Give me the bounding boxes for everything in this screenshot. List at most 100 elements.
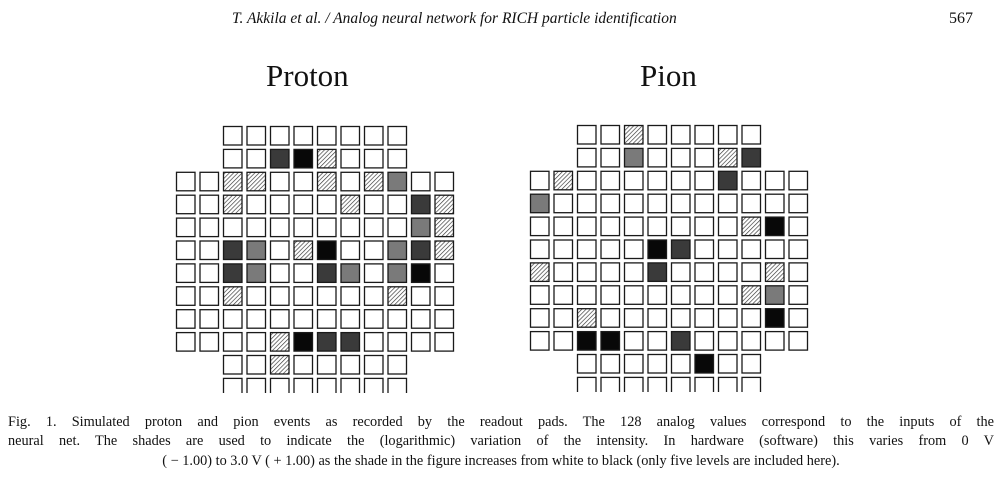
pad-cell-r8-c4-level-0 <box>623 308 644 328</box>
pad-cell-r6-c11-level-0 <box>434 263 455 284</box>
pad-cell-r9-c6-level-3 <box>316 331 337 352</box>
pad-cell-r7-c0-level-0 <box>529 285 550 305</box>
pad-cell-r9-c5-level-0 <box>647 330 668 351</box>
pad-cell-r4-c9-level-0 <box>387 217 408 238</box>
pad-cell-r3-c9-level-0 <box>741 193 762 214</box>
pad-cell-r11-c8-level-0 <box>717 376 738 392</box>
pad-cell-r2-c11-level-0 <box>434 171 455 192</box>
pad-cell-r4-c6-level-0 <box>670 216 691 237</box>
pad-cell-r5-c0-level-0 <box>175 240 196 261</box>
pad-cell-r4-c0-level-0 <box>529 216 550 237</box>
pad-cell-r2-c8-level-1 <box>363 171 384 192</box>
pad-cell-r5-c10-level-0 <box>764 239 785 260</box>
pion-pad-grid <box>529 124 809 392</box>
pad-cell-r4-c10-level-2 <box>410 217 431 238</box>
pad-cell-r9-c4-level-0 <box>623 330 644 351</box>
pad-cell-r1-c7-level-0 <box>694 147 715 168</box>
pad-cell-r5-c3-level-2 <box>246 240 267 261</box>
pad-cell-r5-c9-level-0 <box>741 239 762 260</box>
pad-cell-r3-c11-level-0 <box>788 193 809 214</box>
pad-cell-r9-c11-level-0 <box>788 330 809 351</box>
pad-cell-r4-c4-level-0 <box>269 217 290 238</box>
pad-cell-r11-c6-level-0 <box>670 376 691 392</box>
pad-cell-r7-c6-level-0 <box>670 285 691 305</box>
pad-cell-r5-c2-level-0 <box>576 239 597 260</box>
pad-cell-r0-c9-level-0 <box>741 124 762 145</box>
pad-cell-r10-c2-level-0 <box>576 353 597 374</box>
pad-cell-r9-c3-level-0 <box>246 331 267 352</box>
pad-cell-r3-c1-level-0 <box>553 193 574 214</box>
pad-cell-r8-c3-level-0 <box>246 309 267 329</box>
pad-cell-r11-c5-level-0 <box>293 377 314 393</box>
pad-cell-r11-c3-level-0 <box>246 377 267 393</box>
pad-cell-r1-c6-level-1 <box>316 148 337 169</box>
pad-cell-r9-c10-level-0 <box>410 331 431 352</box>
pad-cell-r0-c4-level-0 <box>269 125 290 146</box>
pad-cell-r10-c2-level-0 <box>222 354 243 375</box>
pad-cell-r5-c10-level-3 <box>410 240 431 261</box>
caption-line-2: neural net. The shades are used to indic… <box>8 433 994 450</box>
pad-cell-r2-c5-level-0 <box>647 170 668 191</box>
pad-cell-r6-c5-level-3 <box>647 262 668 283</box>
pad-cell-r1-c9-level-3 <box>741 147 762 168</box>
pad-cell-r4-c10-level-4 <box>764 216 785 237</box>
pad-cell-r4-c5-level-0 <box>647 216 668 237</box>
pad-cell-r9-c4-level-1 <box>269 331 290 352</box>
pad-cell-r3-c7-level-1 <box>340 194 361 215</box>
pad-cell-r7-c1-level-0 <box>199 286 220 306</box>
pad-cell-r9-c9-level-0 <box>387 331 408 352</box>
pad-cell-r8-c2-level-0 <box>222 309 243 329</box>
pad-cell-r7-c8-level-0 <box>717 285 738 305</box>
pad-cell-r3-c8-level-0 <box>717 193 738 214</box>
pad-cell-r0-c4-level-1 <box>623 124 644 145</box>
pad-cell-r2-c10-level-0 <box>410 171 431 192</box>
pad-cell-r4-c2-level-0 <box>576 216 597 237</box>
pad-cell-r7-c9-level-1 <box>387 286 408 306</box>
pad-cell-r7-c8-level-0 <box>363 286 384 306</box>
pad-cell-r6-c4-level-0 <box>623 262 644 283</box>
pad-cell-r4-c7-level-0 <box>694 216 715 237</box>
pad-cell-r9-c2-level-0 <box>222 331 243 352</box>
pad-cell-r5-c7-level-0 <box>340 240 361 261</box>
pad-cell-r1-c5-level-4 <box>293 148 314 169</box>
pad-cell-r5-c1-level-0 <box>199 240 220 261</box>
pad-cell-r5-c1-level-0 <box>553 239 574 260</box>
pad-cell-r3-c6-level-0 <box>316 194 337 215</box>
pad-cell-r8-c0-level-0 <box>175 309 196 329</box>
pad-cell-r4-c0-level-0 <box>175 217 196 238</box>
pad-cell-r1-c4-level-3 <box>269 148 290 169</box>
pad-cell-r6-c6-level-0 <box>670 262 691 283</box>
pad-cell-r9-c7-level-0 <box>694 330 715 351</box>
pad-cell-r6-c5-level-0 <box>293 263 314 284</box>
pad-cell-r2-c9-level-0 <box>741 170 762 191</box>
pad-cell-r11-c3-level-0 <box>600 376 621 392</box>
pad-cell-r11-c6-level-0 <box>316 377 337 393</box>
pad-cell-r2-c2-level-0 <box>576 170 597 191</box>
pad-cell-r9-c9-level-0 <box>741 330 762 351</box>
pad-cell-r10-c4-level-0 <box>623 353 644 374</box>
pad-cell-r10-c7-level-4 <box>694 353 715 374</box>
pad-cell-r3-c0-level-0 <box>175 194 196 215</box>
pad-cell-r0-c6-level-0 <box>670 124 691 145</box>
pad-cell-r8-c5-level-0 <box>293 309 314 329</box>
pad-cell-r5-c4-level-0 <box>269 240 290 261</box>
pad-cell-r7-c2-level-1 <box>222 286 243 306</box>
pad-cell-r10-c8-level-0 <box>363 354 384 375</box>
pad-cell-r5-c2-level-3 <box>222 240 243 261</box>
pad-cell-r9-c5-level-4 <box>293 331 314 352</box>
pad-cell-r4-c2-level-0 <box>222 217 243 238</box>
pad-cell-r8-c1-level-0 <box>553 308 574 328</box>
pad-cell-r5-c11-level-1 <box>434 240 455 261</box>
pad-cell-r4-c8-level-0 <box>363 217 384 238</box>
pad-cell-r1-c4-level-2 <box>623 147 644 168</box>
pad-cell-r10-c6-level-0 <box>670 353 691 374</box>
pad-cell-r10-c6-level-0 <box>316 354 337 375</box>
pad-cell-r2-c1-level-0 <box>199 171 220 192</box>
pad-cell-r3-c3-level-0 <box>246 194 267 215</box>
pad-cell-r7-c5-level-0 <box>293 286 314 306</box>
pad-cell-r2-c4-level-0 <box>269 171 290 192</box>
pad-cell-r2-c2-level-1 <box>222 171 243 192</box>
pad-cell-r6-c2-level-3 <box>222 263 243 284</box>
pad-cell-r2-c3-level-1 <box>246 171 267 192</box>
pad-cell-r9-c3-level-4 <box>600 330 621 351</box>
